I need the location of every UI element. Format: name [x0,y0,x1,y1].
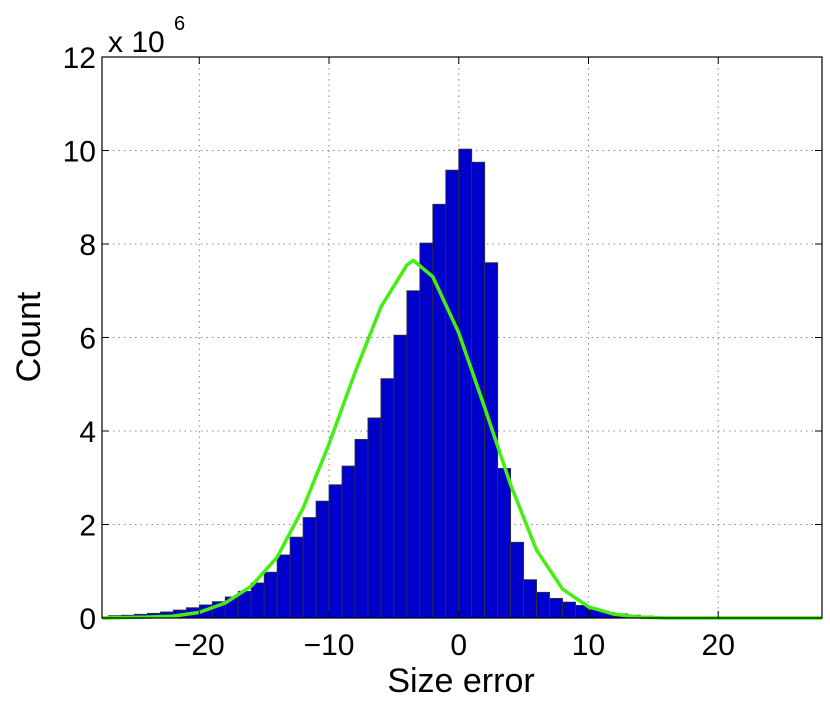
histogram-bar [289,536,304,619]
y-tick-label: 6 [79,323,96,356]
histogram-bar [523,579,537,619]
y-multiplier-label: x 10 [108,26,165,59]
histogram-bar [380,378,395,619]
histogram-bar [341,465,356,619]
y-tick-label: 2 [79,510,96,543]
histogram-bar [497,467,512,619]
histogram-bar [432,203,447,619]
histogram-bar [276,554,291,619]
y-tick-label: 0 [79,603,96,636]
histogram-bar [510,541,525,619]
x-tick-label: −10 [304,629,355,662]
axis-ticks [102,56,822,619]
y-tick-label: 8 [79,229,96,262]
x-axis-title: Size error [387,662,534,700]
y-tick-label: 4 [79,416,96,449]
histogram-bar [328,484,343,619]
histogram-bar [263,571,278,619]
y-multiplier-exponent: 6 [174,13,185,35]
y-tick-labels: 0 2 4 6 8 10 12 [63,42,96,636]
x-tick-label: 20 [702,629,735,662]
histogram-bar [445,169,460,619]
histogram-bar [549,597,563,619]
histogram-bar [302,517,317,619]
x-tick-label: 10 [572,629,605,662]
histogram-bar [419,242,434,619]
histogram-bar [315,500,330,619]
histogram-bar [250,582,265,619]
histogram-bar [393,334,408,619]
x-tick-labels: −20 −10 0 10 20 [174,629,735,662]
histogram-bar [354,439,369,619]
histogram-bar [458,148,473,619]
x-tick-label: 0 [450,629,467,662]
y-tick-label: 10 [63,136,96,169]
histogram-bar [367,417,382,619]
y-axis-title: Count [10,291,48,382]
fit-curve [101,258,822,620]
histogram-bar [536,591,550,619]
x-tick-label: −20 [174,629,225,662]
y-tick-label: 12 [63,42,96,75]
histogram-bar [562,601,576,619]
histogram-bar [406,290,421,619]
